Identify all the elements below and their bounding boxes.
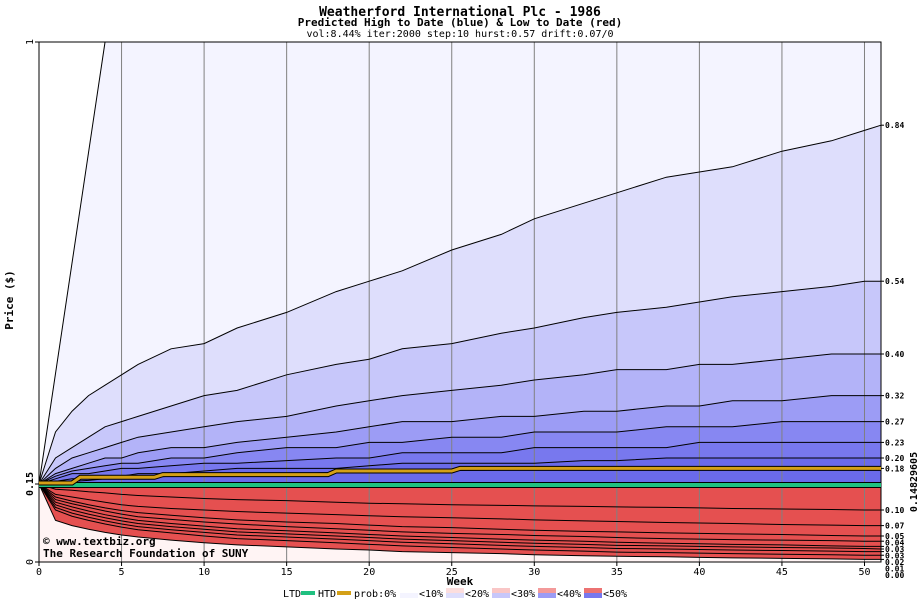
y-tick-label: 1 (25, 39, 36, 45)
end-label: 0.18 (885, 464, 904, 473)
legend-bin-label: <50% (603, 589, 627, 600)
end-labels: 0.84 0.54 0.40 0.32 0.27 0.23 0.200.18 0.10 0.07… (881, 121, 904, 580)
legend-bin-label: <40% (557, 589, 581, 600)
end-label: 0.10 (885, 506, 904, 515)
end-label: 0.07 (885, 522, 904, 531)
outer-high-line (38, 41, 106, 485)
legend-bin-swatch-blue (400, 593, 418, 598)
legend-ltd-label: LTD (283, 589, 301, 600)
end-label: 0.23 (885, 438, 904, 447)
x-tick-label: 45 (776, 567, 788, 578)
chart-subtitle: Predicted High to Date (blue) & Low to D… (298, 16, 623, 29)
end-label: 0.54 (885, 277, 904, 286)
series-line (38, 483, 881, 553)
series-line (38, 483, 881, 511)
legend-bin-label: <30% (511, 589, 535, 600)
legend-prob-label: prob:0% (354, 589, 396, 600)
legend-bin-swatch-red (446, 588, 464, 593)
x-tick-label: 5 (119, 567, 125, 578)
high-band (39, 468, 881, 484)
high-bands (39, 42, 881, 484)
legend-ltd-swatch (301, 591, 315, 595)
end-label: 0.04 (885, 539, 904, 548)
series-line (38, 395, 881, 485)
chart-title: Weatherford International Plc - 1986 (319, 5, 601, 20)
x-tick-labels: 0 5 10 15 20 25 30 35 40 45 50 (36, 562, 871, 578)
plot-frame (38, 41, 882, 563)
chart-params: vol:8.44% iter:2000 step:10 hurst:0.57 d… (306, 29, 613, 40)
series-lines (38, 41, 882, 560)
legend-htd-swatch (337, 591, 351, 595)
end-label: 0.05 (885, 532, 904, 541)
end-label: 0.03 (885, 545, 904, 554)
series-line (38, 353, 881, 485)
x-tick-label: 15 (281, 567, 293, 578)
right-axis-label: 0.14829605 (909, 452, 920, 512)
legend-bin-swatch-red (492, 588, 510, 593)
end-label: 0.01 (885, 565, 904, 574)
x-tick-label: 25 (446, 567, 458, 578)
x-tick-label: 0 (36, 567, 42, 578)
series-line (38, 421, 881, 485)
x-tick-label: 40 (693, 567, 705, 578)
low-band (39, 484, 881, 560)
legend-bin-swatch-red (400, 588, 418, 593)
x-tick-label: 30 (528, 567, 540, 578)
end-label: 0.20 (885, 454, 904, 463)
legend-bin-swatch-blue (584, 593, 602, 598)
series-line (38, 483, 881, 547)
x-tick-label: 50 (858, 567, 870, 578)
legend-bin-swatch-red (584, 588, 602, 593)
series-line (38, 483, 881, 537)
end-label: 0.02 (885, 558, 904, 567)
end-label: 0.40 (885, 350, 904, 359)
htd-line (39, 466, 881, 485)
series-line (38, 483, 881, 542)
x-tick-label: 20 (363, 567, 375, 578)
series-line (38, 483, 881, 556)
end-label: 0.00 (885, 571, 904, 580)
legend-bin-label: <20% (465, 589, 489, 600)
legend-bin-swatch-blue (538, 593, 556, 598)
legend-bin-label: <10% (419, 589, 443, 600)
legend-htd-label: HTD (318, 589, 336, 600)
series-line (38, 441, 881, 485)
x-axis-label: Week (447, 575, 474, 588)
watermark-line2: The Research Foundation of SUNY (43, 547, 249, 560)
legend-bin-swatch-red (538, 588, 556, 593)
series-line (38, 124, 882, 485)
low-band-bottom (39, 484, 881, 562)
high-band-outer (39, 42, 881, 484)
series-line (38, 280, 881, 485)
end-label: 0.84 (885, 121, 904, 130)
legend-bins: <10% <20% <30% <40% <50% (400, 588, 627, 600)
x-tick-label: 35 (611, 567, 623, 578)
x-tick-label: 10 (198, 567, 210, 578)
series-line (38, 483, 881, 560)
y-tick-labels: 0 0.15 1 (25, 39, 39, 565)
end-label: 0.32 (885, 392, 904, 401)
legend-bin-swatch-blue (492, 593, 510, 598)
series-line (38, 483, 882, 550)
legend: LTD HTD prob:0% <10% <20% <30% <40% <50% (283, 588, 627, 600)
end-label: 0.27 (885, 418, 904, 427)
end-label: 0.03 (885, 552, 904, 561)
series-line (38, 483, 881, 527)
legend-bin-swatch-blue (446, 593, 464, 598)
watermark-line1: © www.textbiz.org (43, 535, 156, 548)
y-axis-label: Price ($) (3, 270, 16, 330)
y-tick-label: 0.15 (25, 472, 36, 496)
y-tick-label: 0 (25, 559, 36, 565)
